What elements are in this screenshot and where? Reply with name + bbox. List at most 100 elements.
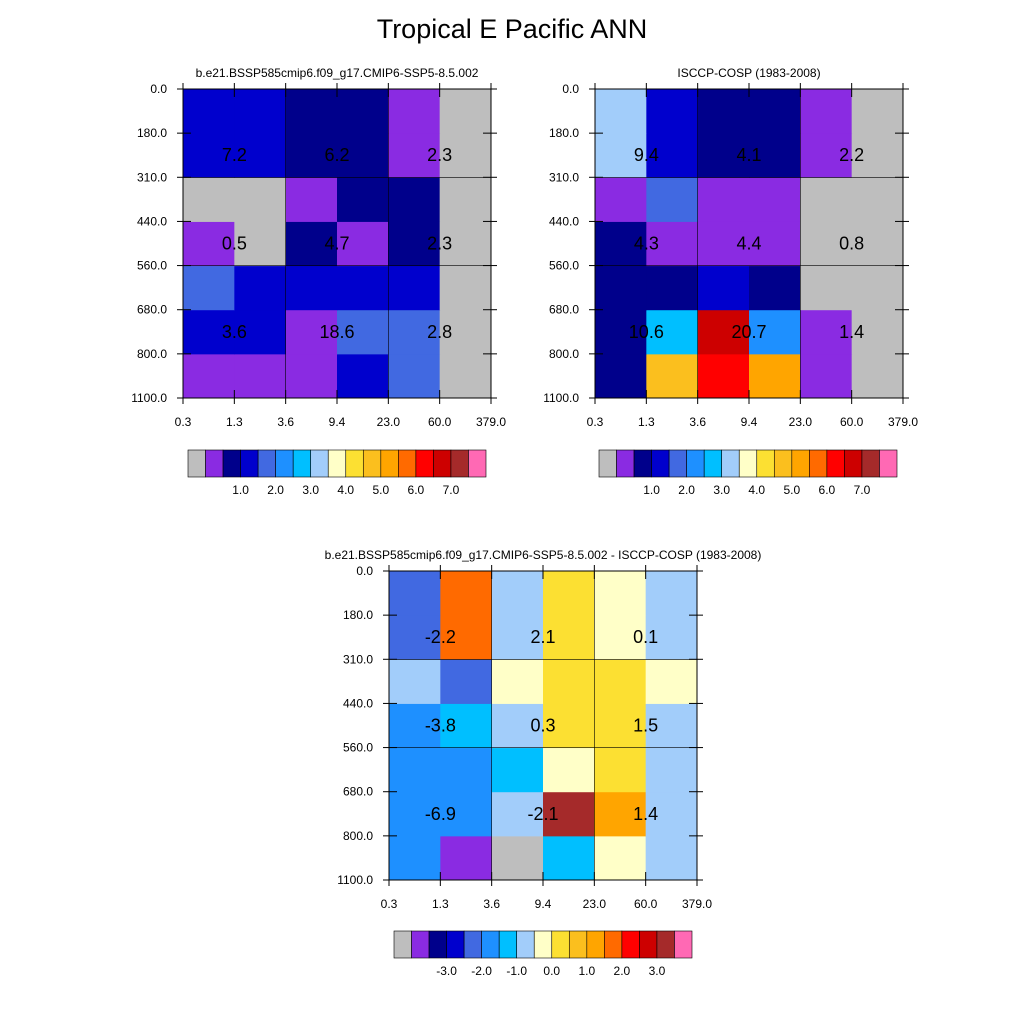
panel-2-colorbar-box xyxy=(879,449,898,478)
panel-1-cell xyxy=(337,265,389,311)
panel-2-x-tick-label: 379.0 xyxy=(888,415,918,429)
panel-2-cell xyxy=(595,309,647,355)
panel-3-colorbar-box xyxy=(463,930,482,959)
panel-2-y-tick-label: 1100.0 xyxy=(543,391,579,405)
panel-1-cell xyxy=(337,133,389,178)
panel-1-x-tick-label: 9.4 xyxy=(329,415,346,429)
panel-3-colorbar-label: -3.0 xyxy=(436,964,457,978)
panel-1-colorbar-box xyxy=(275,449,294,478)
panel-3-cell xyxy=(440,703,493,749)
panel-3-x-tick-label: 60.0 xyxy=(634,897,658,911)
panel-1-aggregate-label: 6.2 xyxy=(324,145,349,165)
panel-1-x-tick-label: 0.3 xyxy=(175,415,192,429)
panel-2-cell xyxy=(646,353,699,399)
panel-2-cell xyxy=(800,177,853,222)
panel-3-cell xyxy=(491,747,544,793)
panel-2-cell xyxy=(800,309,853,355)
panel-2-y-tick-label: 310.0 xyxy=(549,170,579,184)
panel-1-cell xyxy=(439,265,492,311)
panel-2-cell xyxy=(800,265,853,311)
panel-3-colorbar-box xyxy=(481,930,500,959)
panel-2-cell xyxy=(800,133,853,178)
panel-3-aggregate-label: -2.1 xyxy=(527,804,558,824)
panel-1-colorbar-box xyxy=(345,449,364,478)
panel-2-cell xyxy=(595,265,647,311)
panel-2-cell xyxy=(697,309,750,355)
panel-1-colorbar-box xyxy=(433,449,452,478)
panel-2-cell xyxy=(851,221,904,267)
panel-2-cell xyxy=(800,353,853,399)
panel-3-cell xyxy=(389,659,441,704)
panel-2-cell xyxy=(595,133,647,178)
panel-2-cell xyxy=(697,353,750,399)
panel-2-colorbar-box xyxy=(703,449,723,478)
panel-1-y-tick-label: 0.0 xyxy=(150,82,167,96)
panel-3-cell xyxy=(594,791,647,837)
panel-3-colorbar-box xyxy=(393,930,412,959)
panel-3-cell xyxy=(440,791,493,837)
panel-1-cell xyxy=(285,309,338,355)
panel-3-cell xyxy=(389,703,441,749)
panel-3-cell xyxy=(594,703,647,749)
panel-2-colorbar-box xyxy=(616,449,635,478)
panel-3-cell xyxy=(440,615,493,660)
panel-2-cell xyxy=(851,177,904,222)
panel-1-cell xyxy=(337,177,389,222)
panel-1-aggregate-label: 0.5 xyxy=(222,234,247,254)
panel-2-y-tick-label: 800.0 xyxy=(549,347,579,361)
panel-1-colorbar-box xyxy=(310,449,329,478)
panel-2-cell xyxy=(646,221,699,267)
panel-2-cell xyxy=(595,177,647,222)
panel-3-cell xyxy=(389,791,441,837)
panel-2-x-tick-label: 9.4 xyxy=(741,415,758,429)
panel-1-cell xyxy=(183,309,235,355)
panel-2-colorbar-label: 6.0 xyxy=(819,483,836,497)
panel-3-cell xyxy=(594,659,647,704)
panel-2-colorbar-box xyxy=(668,449,687,478)
panel-1-y-tick-label: 800.0 xyxy=(137,347,167,361)
panel-2-x-tick-label: 1.3 xyxy=(638,415,655,429)
panel-1-colorbar-label: 6.0 xyxy=(408,483,425,497)
panel-1-cell xyxy=(439,177,492,222)
panel-1-cell xyxy=(234,133,287,178)
panel-1-colorbar-label: 5.0 xyxy=(372,483,389,497)
panel-3-cell xyxy=(645,791,698,837)
panel-2-cell xyxy=(697,89,750,134)
panel-2-colorbar-box xyxy=(738,449,758,478)
panel-1-colorbar-box xyxy=(205,449,224,478)
panel-2-aggregate-label: 0.8 xyxy=(839,234,864,254)
panel-2-aggregate-label: 20.7 xyxy=(731,322,766,342)
panel-2-aggregate-label: 9.4 xyxy=(634,145,659,165)
panel-2-cell xyxy=(749,133,801,178)
panel-2-cell xyxy=(697,265,750,311)
panel-1-cell xyxy=(234,177,287,222)
panel-3-cell xyxy=(543,835,595,881)
panel-3-y-tick-label: 560.0 xyxy=(343,741,373,755)
panel-1-cell xyxy=(234,309,287,355)
panel-1-cell xyxy=(439,353,492,399)
panel-3-cell xyxy=(594,835,647,881)
panel-3-cell xyxy=(594,571,647,616)
panel-3-y-tick-label: 800.0 xyxy=(343,829,373,843)
panel-1-cell xyxy=(439,221,492,267)
panel-2-colorbar-label: 4.0 xyxy=(748,483,765,497)
panel-2-cell xyxy=(646,265,699,311)
panel-1-title: b.e21.BSSP585cmip6.f09_g17.CMIP6-SSP5-8.… xyxy=(196,66,479,80)
panel-1-cell xyxy=(234,221,287,267)
panel-1-aggregate-label: 7.2 xyxy=(222,145,247,165)
panel-1-cell xyxy=(337,89,389,134)
panel-2-y-tick-label: 560.0 xyxy=(549,259,579,273)
panel-3-aggregate-label: 1.4 xyxy=(633,804,658,824)
panel-3-aggregate-label: 0.3 xyxy=(530,716,555,736)
panel-1-colorbar-box xyxy=(450,449,469,478)
panel-3-cell xyxy=(440,835,493,881)
panel-1-colorbar-label: 4.0 xyxy=(337,483,354,497)
panel-1-x-tick-label: 60.0 xyxy=(428,415,452,429)
panel-2-cell xyxy=(646,89,699,134)
panel-1-cell xyxy=(234,89,287,134)
panel-3-cell xyxy=(389,571,441,616)
panel-1-cell xyxy=(285,89,338,134)
panel-2-colorbar-box xyxy=(844,449,863,478)
panel-1-cell xyxy=(234,353,287,399)
panel-3-title: b.e21.BSSP585cmip6.f09_g17.CMIP6-SSP5-8.… xyxy=(325,548,762,562)
